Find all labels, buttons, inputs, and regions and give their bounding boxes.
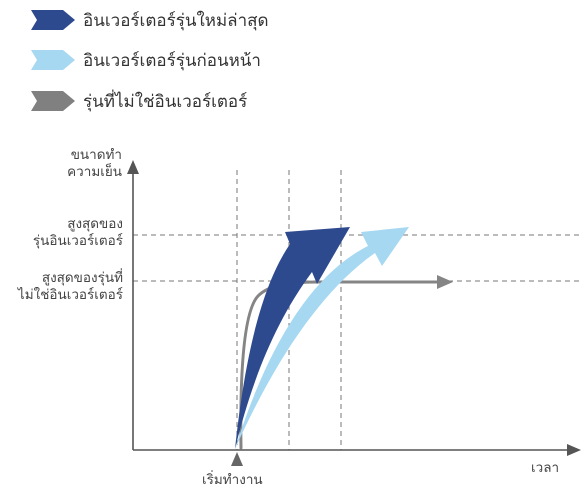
non-inverter-max-label-line2: ไม่ใช่อินเวอร์เตอร์: [17, 287, 123, 303]
inverter-max-label: สูงสุดของ รุ่นอินเวอร์เตอร์: [6, 216, 123, 250]
dashed-guides: [133, 170, 581, 450]
y-axis-title: ขนาดทำ ความเย็น: [40, 147, 122, 181]
non-inverter-max-label-line1: สูงสุดของรุ่นที่: [41, 270, 123, 286]
x-axis-title: เวลา: [531, 460, 560, 476]
non-inverter-max-label: สูงสุดของรุ่นที่ ไม่ใช่อินเวอร์เตอร์: [6, 270, 123, 304]
latest-inverter-arrow: [235, 227, 350, 449]
legend-item-previous-inverter: อินเวอร์เตอร์รุ่นก่อนหน้า: [31, 46, 261, 74]
start-label: เริ่มทำงาน: [202, 472, 263, 488]
y-axis-title-line2: ความเย็น: [67, 164, 122, 180]
gray-arrow-icon: [31, 91, 75, 111]
legend-item-latest-inverter: อินเวอร์เตอร์รุ่นใหม่ล่าสุด: [31, 6, 269, 34]
legend-label: อินเวอร์เตอร์รุ่นใหม่ล่าสุด: [83, 10, 269, 31]
light-blue-arrow-icon: [31, 50, 75, 70]
legend-item-non-inverter: รุ่นที่ไม่ใช่อินเวอร์เตอร์: [31, 87, 247, 115]
y-axis-arrowhead: [127, 160, 139, 174]
non-inverter-arrowhead: [437, 275, 453, 289]
inverter-max-label-line1: สูงสุดของ: [67, 216, 123, 232]
axes: [127, 160, 581, 456]
x-axis-arrowhead: [567, 444, 581, 456]
start-marker-icon: [231, 452, 243, 466]
inverter-max-label-line2: รุ่นอินเวอร์เตอร์: [32, 233, 123, 249]
legend-label: อินเวอร์เตอร์รุ่นก่อนหน้า: [83, 50, 261, 71]
dark-blue-arrow-icon: [31, 10, 75, 30]
y-axis-title-line1: ขนาดทำ: [70, 147, 122, 163]
previous-inverter-arrow: [235, 227, 409, 449]
legend-label: รุ่นที่ไม่ใช่อินเวอร์เตอร์: [83, 91, 248, 112]
